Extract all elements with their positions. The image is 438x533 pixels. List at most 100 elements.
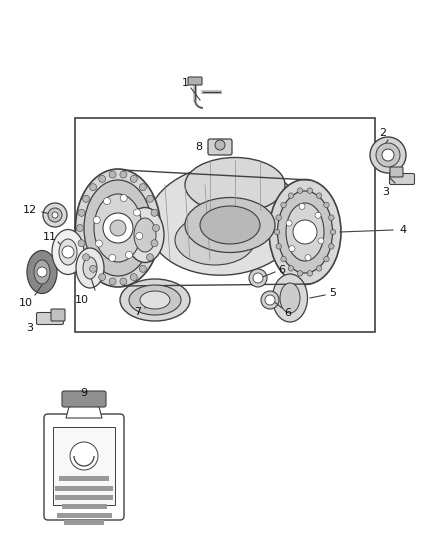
Ellipse shape [82,254,89,261]
Circle shape [48,208,62,222]
Circle shape [109,254,116,262]
Circle shape [249,269,267,287]
FancyBboxPatch shape [55,495,113,500]
Ellipse shape [269,180,341,285]
Ellipse shape [185,157,285,213]
Ellipse shape [109,171,116,178]
Ellipse shape [324,202,329,208]
FancyBboxPatch shape [75,118,375,332]
Circle shape [95,240,102,247]
Circle shape [289,246,295,252]
Ellipse shape [130,273,137,280]
Ellipse shape [130,175,137,182]
Ellipse shape [140,291,170,309]
Circle shape [62,246,74,258]
Ellipse shape [90,265,97,272]
Text: 10: 10 [75,295,89,305]
Text: 4: 4 [399,225,406,235]
Ellipse shape [200,206,260,244]
Ellipse shape [185,198,275,253]
Ellipse shape [274,229,280,235]
Ellipse shape [328,215,334,220]
Ellipse shape [276,244,282,249]
Ellipse shape [76,248,104,288]
Ellipse shape [139,184,146,191]
Ellipse shape [120,171,127,178]
FancyBboxPatch shape [53,427,115,505]
Ellipse shape [286,203,324,261]
Ellipse shape [52,230,84,274]
FancyBboxPatch shape [55,486,113,491]
Text: 8: 8 [195,142,202,152]
Circle shape [93,216,100,223]
Text: 3: 3 [27,323,33,333]
Ellipse shape [307,271,313,276]
Ellipse shape [151,209,158,216]
Text: 1: 1 [181,78,188,88]
FancyBboxPatch shape [44,414,124,520]
FancyBboxPatch shape [57,513,112,518]
Ellipse shape [139,265,146,272]
Circle shape [382,149,394,161]
Circle shape [134,209,141,216]
Ellipse shape [99,175,106,182]
Ellipse shape [146,195,153,203]
Ellipse shape [281,202,286,208]
Ellipse shape [134,218,156,252]
Circle shape [120,195,127,201]
Ellipse shape [83,257,97,279]
FancyBboxPatch shape [62,391,106,407]
Ellipse shape [77,224,84,231]
FancyBboxPatch shape [188,77,202,85]
Circle shape [376,143,400,167]
Ellipse shape [152,224,159,231]
Ellipse shape [59,239,77,265]
Ellipse shape [288,265,294,271]
Text: 9: 9 [81,388,88,398]
FancyBboxPatch shape [64,520,104,525]
Ellipse shape [94,194,142,262]
Ellipse shape [288,193,294,198]
Ellipse shape [126,207,164,262]
Text: 7: 7 [134,307,141,317]
FancyBboxPatch shape [62,504,107,509]
Circle shape [286,220,292,226]
Circle shape [293,220,317,244]
FancyBboxPatch shape [59,476,109,481]
Circle shape [110,220,126,236]
Ellipse shape [307,188,313,193]
Ellipse shape [109,278,116,285]
Circle shape [215,140,225,150]
Ellipse shape [328,244,334,249]
Ellipse shape [316,265,322,271]
Ellipse shape [99,273,106,280]
Ellipse shape [148,165,302,275]
Text: 11: 11 [43,232,57,242]
Ellipse shape [84,180,152,276]
Circle shape [253,273,263,283]
Text: 12: 12 [23,205,37,215]
Ellipse shape [129,285,181,315]
Ellipse shape [151,240,158,247]
Ellipse shape [297,271,303,276]
Ellipse shape [120,278,127,285]
Text: 3: 3 [382,187,389,197]
Ellipse shape [316,193,322,198]
Ellipse shape [278,191,332,273]
Circle shape [70,442,98,470]
Ellipse shape [120,279,190,321]
Circle shape [37,267,47,277]
Ellipse shape [75,169,160,287]
FancyBboxPatch shape [389,174,414,184]
Ellipse shape [297,188,303,193]
Text: 5: 5 [329,288,336,298]
Ellipse shape [78,209,85,216]
Circle shape [103,213,133,243]
Text: 2: 2 [379,128,387,138]
Ellipse shape [175,215,255,265]
Circle shape [305,255,311,261]
Ellipse shape [146,254,153,261]
Ellipse shape [330,229,336,235]
Circle shape [136,232,143,239]
Circle shape [299,204,305,209]
